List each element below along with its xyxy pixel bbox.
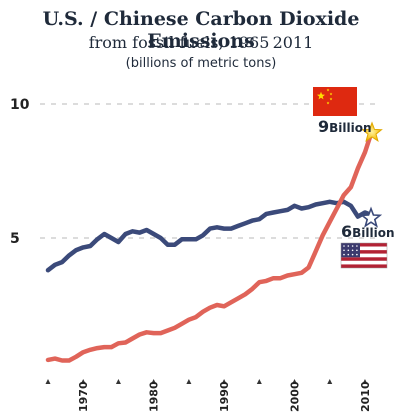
usa-flag-star-dot [343,253,345,256]
x-tick-label-1970: 1970 [77,381,90,412]
usa-flag-star-dot [343,249,345,252]
china-value-word: Billion [329,121,371,135]
y-tick-label-5: 5 [10,231,20,247]
china-flag-field [313,87,357,116]
usa-flag-icon [340,242,388,269]
x-tick-label-1980: 1980 [148,381,161,412]
china-value-number: 9 [318,117,329,136]
usa-flag-star-dot [347,249,350,252]
usa-flag-star-dot [347,253,350,256]
usa-flag-stripe [341,257,387,261]
us-value-number: 6 [341,222,352,241]
usa-flag-canton [341,243,360,258]
x-tick-marker-1985 [186,379,192,384]
china-flag-big-star [317,91,325,100]
x-tick-marker-2005 [327,379,333,384]
us-star-icon [359,206,383,228]
usa-flag-border [340,242,388,269]
us-value-word: Billion [352,226,394,240]
x-tick-label-2010: 2010 [359,381,372,412]
usa-flag-stripe [341,253,387,258]
usa-flag-star-dot [356,245,358,247]
china-value-label: 9Billion [318,117,372,136]
us-value-label: 6Billion [341,222,395,241]
usa-flag-star-dot [351,245,354,247]
china-flag-small-star [329,97,333,101]
x-tick-label-1990: 1990 [218,381,231,412]
usa-flag-stripe [341,264,387,268]
china-star-icon [361,121,383,143]
x-tick-marker-2010 [362,379,368,384]
x-tick-marker-1995 [256,379,262,384]
usa-flag-star-dot [351,249,354,252]
series-line-us [45,199,375,273]
x-tick-marker-2000 [292,379,298,384]
x-tick-label-2000: 2000 [289,381,302,412]
china-flag-small-star [326,101,330,105]
chart-title: U.S. / Chinese Carbon Dioxide Emissions [42,8,360,52]
usa-flag-star-dot [356,249,358,252]
x-tick-marker-1990 [221,379,227,384]
usa-flag-stripe [341,243,387,247]
usa-flag-stripe [341,250,387,254]
usa-flag-star-dot [343,245,345,247]
series-layer [45,128,375,363]
usa-flag-star-dot [351,253,354,256]
usa-flag-stripe [341,260,387,265]
x-axis: 1970 1980 1990 2000 2010 [45,379,372,412]
x-tick-marker-1980 [151,379,157,384]
usa-flag-star-dot [356,253,358,256]
x-tick-marker-1970 [80,379,86,384]
usa-flag-stripe [341,246,387,251]
china-flag-small-star [326,88,330,92]
x-tick-marker-1965 [45,379,51,384]
china-flag-icon [313,87,357,116]
x-tick-marker-1975 [115,379,121,384]
china-flag-small-star [329,92,333,96]
chart-subtitle: from fossil fuels, 1965 2011 [88,33,314,52]
chart-unit-label: (billions of metric tons) [125,56,277,71]
series-line-china [45,128,375,363]
y-tick-label-10: 10 [10,97,30,113]
usa-flag-star-dot [347,245,350,247]
